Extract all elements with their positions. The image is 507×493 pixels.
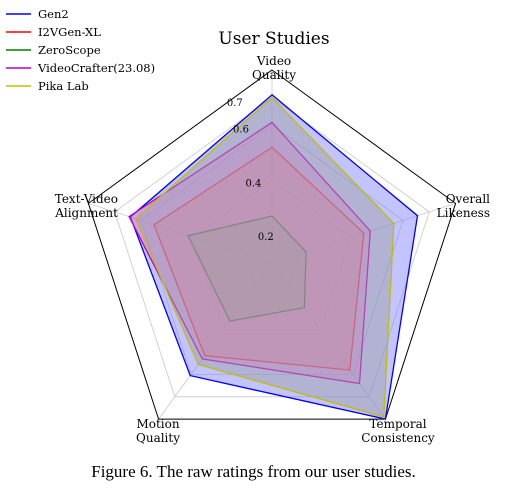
axis-label-line: Likeness [437,206,490,220]
legend-label: Pika Lab [38,79,89,93]
grid-ring [140,124,404,375]
chart-title: User Studies [218,29,329,49]
figure-caption: Figure 6. The raw ratings from our user … [91,462,416,481]
axis-label-line: Quality [136,431,180,445]
r-tick-label: 0.7 [227,98,243,109]
series-area-2 [187,215,307,322]
outer-frame [87,69,457,420]
axis-label-line: Alignment [54,206,118,220]
axis-label-line: Text-Video [55,192,118,206]
series-area-3 [128,121,371,385]
legend-label: ZeroScope [38,43,101,57]
series-area-0 [129,93,419,420]
axis-label-line: Consistency [361,431,435,445]
radial-tick-labels: 0.2 0.4 0.6 0.7 [227,98,274,243]
grid-spoke [158,262,273,420]
axis-label-line: Motion [136,417,179,431]
axis-label: Motion Quality [136,417,180,445]
axis-label: Text-Video Alignment [54,192,118,220]
axis-label: Overall Likeness [437,192,490,220]
radar-chart: User Studies 0.20.40.60.7 Video QualityOv… [6,7,490,445]
axis-label-line: Video [256,54,291,68]
grid-spoke [88,203,273,264]
r-tick-label: 0.4 [245,178,261,189]
grid-ring [245,234,299,286]
axis-label-line: Temporal [369,417,426,431]
legend: Gen2 I2VGen-XL ZeroScope VideoCrafter(23.08… [6,7,155,93]
r-tick-label: 0.2 [258,232,274,243]
series-area-4 [134,96,395,418]
axis-label-line: Overall [446,192,490,206]
grid-ring [192,179,352,331]
axis-label: Video Quality [252,54,296,82]
legend-label: Gen2 [38,7,69,21]
legend-label: I2VGen-XL [38,25,101,39]
series-area-1 [153,146,365,371]
r-tick-label: 0.6 [233,125,249,136]
grid-ring [114,97,430,398]
axis-label: Temporal Consistency [361,417,435,445]
grid-spoke [271,262,386,420]
legend-label: VideoCrafter(23.08) [37,61,155,75]
radar-series [128,93,419,420]
axis-label-line: Quality [252,68,296,82]
